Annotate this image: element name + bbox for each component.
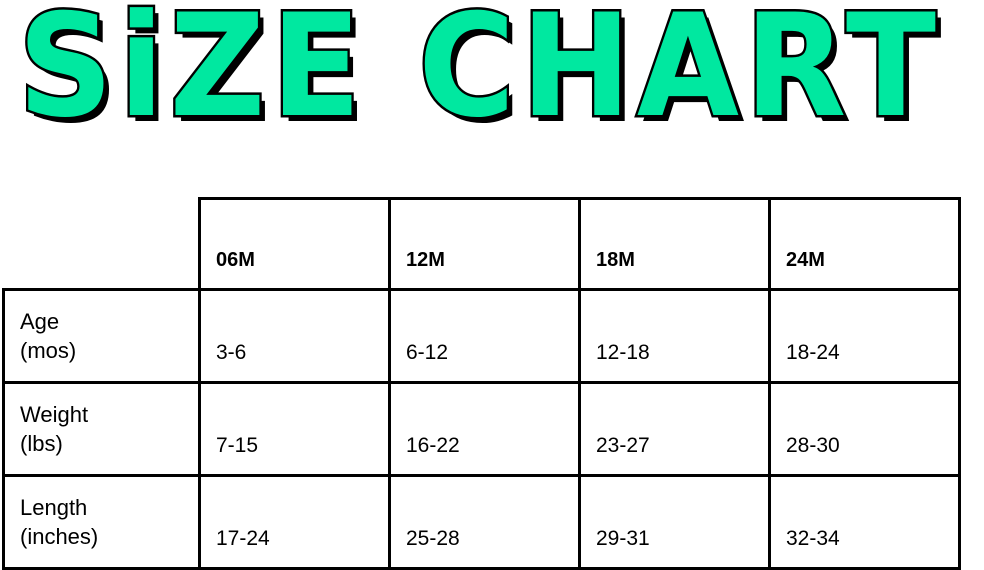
row-label-weight: Weight (lbs) <box>2 381 201 477</box>
table-row-length: Length (inches) 17-24 25-28 29-31 32-34 <box>2 474 961 570</box>
header-row: 06M 12M 18M 24M <box>3 197 961 291</box>
table-cell: 32-34 <box>768 474 961 570</box>
table-cell: 7-15 <box>198 381 391 477</box>
table-cell: 28-30 <box>768 381 961 477</box>
row-label-line2: (mos) <box>20 338 77 363</box>
table-row-age: Age (mos) 3-6 6-12 12-18 18-24 <box>2 288 961 384</box>
column-header-12m: 12M <box>388 197 581 291</box>
table-cell: 23-27 <box>578 381 771 477</box>
table-cell: 3-6 <box>198 288 391 384</box>
size-table: 06M 12M 18M 24M Age (mos) 3-6 6-12 12-18 … <box>2 197 961 570</box>
row-label-line1: Weight <box>20 402 89 427</box>
table-cell: 18-24 <box>768 288 961 384</box>
table-cell: 25-28 <box>388 474 581 570</box>
table-cell: 17-24 <box>198 474 391 570</box>
table-row-weight: Weight (lbs) 7-15 16-22 23-27 28-30 <box>2 381 961 477</box>
table-cell: 29-31 <box>578 474 771 570</box>
row-label-line1: Length <box>20 495 88 520</box>
table-cell: 16-22 <box>388 381 581 477</box>
table-cell: 12-18 <box>578 288 771 384</box>
table-cell: 6-12 <box>388 288 581 384</box>
row-label-age: Age (mos) <box>2 288 201 384</box>
row-label-length: Length (inches) <box>2 474 201 570</box>
column-header-06m: 06M <box>198 197 391 291</box>
row-label-line2: (lbs) <box>20 431 63 456</box>
row-label-line2: (inches) <box>20 524 99 549</box>
empty-corner-cell <box>3 198 201 291</box>
column-header-18m: 18M <box>578 197 771 291</box>
size-chart-title: SiZE CHART <box>16 0 942 149</box>
column-header-24m: 24M <box>768 197 961 291</box>
row-label-line1: Age <box>20 309 60 334</box>
